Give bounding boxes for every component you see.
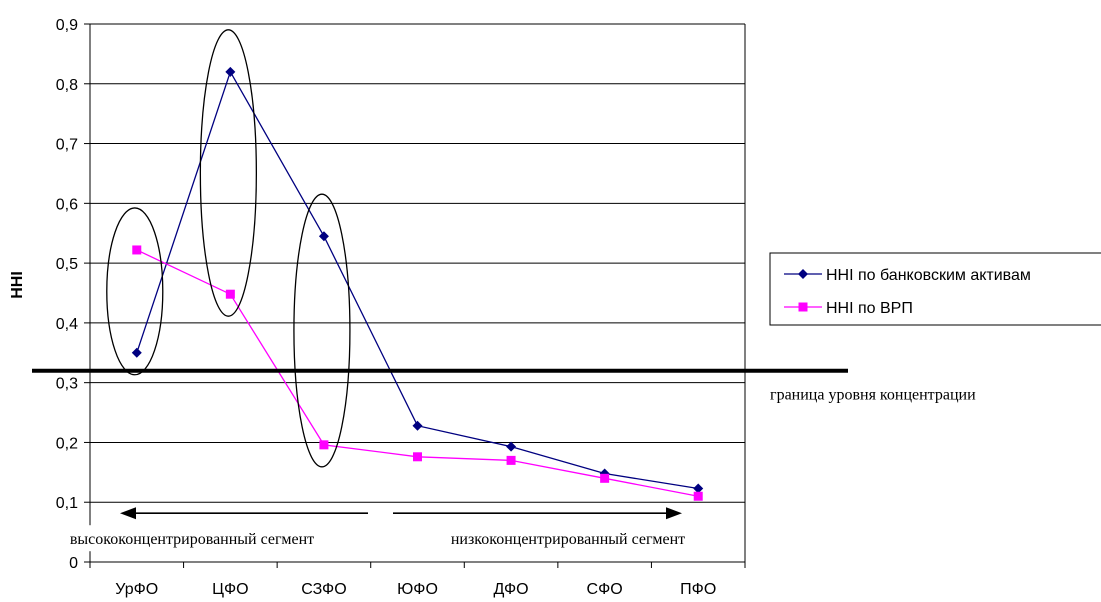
y-tick-label: 0,7 [56, 137, 78, 154]
data-point [131, 347, 142, 358]
x-tick-label: ПФО [680, 581, 716, 598]
data-point [693, 491, 703, 501]
y-tick-label: 0,9 [56, 17, 78, 34]
highlight-ellipse [199, 29, 258, 317]
legend-label: HHI по ВРП [826, 300, 913, 317]
legend-box [769, 252, 1101, 326]
data-point [225, 289, 235, 299]
x-tick-label: ДФО [494, 581, 529, 598]
segment-arrows: высококонцентрированный сегмент низкоконц… [24, 507, 735, 552]
x-tick-labels: УрФО ЦФО СЗФО ЮФО ДФО СФО ПФО [115, 581, 716, 598]
highlight-ellipse [293, 193, 351, 468]
data-point [506, 455, 516, 465]
y-axis-label: HHI [9, 271, 26, 299]
legend-marker [798, 269, 808, 279]
right-label-bg [405, 525, 735, 552]
grid [90, 23, 745, 503]
left-label-bg [24, 525, 360, 552]
series-2 [132, 245, 703, 501]
left-arrowhead [120, 507, 136, 520]
data-point [413, 452, 422, 462]
legend-marker [798, 302, 808, 312]
y-tick-label: 0,5 [56, 256, 78, 273]
y-tick-labels: 0 0,1 0,2 0,3 0,4 0,5 0,6 0,7 0,8 0,9 [56, 17, 78, 572]
y-tick-label: 0,4 [56, 316, 78, 333]
y-tick-label: 0 [69, 555, 78, 572]
axes [84, 23, 746, 568]
threshold: граница уровня концентрации [32, 368, 976, 404]
x-tick-label: СЗФО [301, 581, 346, 598]
x-tick-label: СФО [587, 581, 623, 598]
x-tick-label: УрФО [115, 581, 158, 598]
data-point [412, 420, 423, 431]
data-point [600, 473, 610, 483]
highlight-ellipses [106, 29, 351, 468]
series [131, 66, 704, 501]
data-point [319, 440, 329, 450]
x-tick-label: ЦФО [212, 581, 248, 598]
data-point [693, 483, 704, 494]
legend: HHI по банковским активам HHI по ВРП [769, 252, 1101, 326]
data-point [132, 245, 142, 255]
threshold-label: граница уровня концентрации [770, 387, 976, 404]
y-tick-label: 0,3 [56, 376, 78, 393]
right-arrowhead [666, 507, 682, 520]
data-point [225, 66, 236, 77]
y-tick-label: 0,2 [56, 435, 78, 452]
left-arrow-label: высококонцентрированный сегмент [70, 531, 314, 548]
y-tick-label: 0,8 [56, 77, 78, 94]
highlight-ellipse [106, 207, 164, 376]
right-arrow-label: низкоконцентрированный сегмент [451, 531, 685, 548]
series-1 [131, 66, 704, 494]
x-tick-label: ЮФО [397, 581, 438, 598]
y-tick-label: 0,6 [56, 196, 78, 213]
y-tick-label: 0,1 [56, 495, 78, 512]
data-point [506, 441, 517, 452]
legend-label: HHI по банковским активам [826, 267, 1031, 284]
data-point [318, 231, 329, 242]
